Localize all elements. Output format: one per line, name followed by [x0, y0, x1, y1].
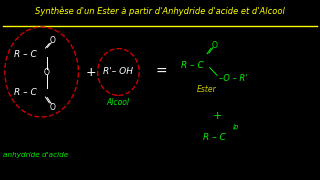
Text: ip: ip	[233, 124, 239, 130]
Text: –O – R': –O – R'	[219, 74, 248, 83]
Text: Synthèse d'un Ester à partir d'Anhydride d'acide et d'Alcool: Synthèse d'un Ester à partir d'Anhydride…	[35, 7, 285, 16]
Text: R – C: R – C	[181, 61, 204, 70]
Text: O: O	[44, 68, 50, 77]
Text: R – C: R – C	[203, 133, 226, 142]
Text: =: =	[156, 65, 167, 79]
Text: R'– OH: R'– OH	[103, 67, 133, 76]
Text: Ester: Ester	[197, 86, 217, 94]
Text: Alcool: Alcool	[107, 98, 130, 107]
Text: O: O	[211, 41, 217, 50]
Text: R – C: R – C	[14, 88, 37, 97]
Text: +: +	[213, 111, 222, 121]
Text: anhydride d'acide: anhydride d'acide	[3, 152, 68, 158]
Text: R – C: R – C	[14, 50, 37, 59]
Text: O: O	[50, 103, 55, 112]
Text: O: O	[50, 36, 55, 45]
Text: +: +	[86, 66, 97, 78]
